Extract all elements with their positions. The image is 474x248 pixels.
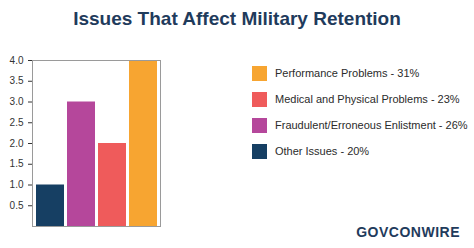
svg-text:2.5: 2.5 xyxy=(10,117,24,128)
html-text:GOVCONWIRE: GOVCONWIRE xyxy=(356,224,460,240)
svg-text:4.0: 4.0 xyxy=(10,55,24,66)
html-text:Performance Problems - 31%: Performance Problems - 31% xyxy=(275,67,420,79)
svg-text:1.5: 1.5 xyxy=(10,158,24,169)
html-text:Other Issues - 20%: Other Issues - 20% xyxy=(275,145,370,157)
svg-text:2.0: 2.0 xyxy=(10,138,24,149)
html-text:Issues That Affect Military Re: Issues That Affect Military Retention xyxy=(73,8,401,29)
svg-text:1.0: 1.0 xyxy=(10,179,24,190)
html-text:Fraudulent/Erroneous Enlistmen: Fraudulent/Erroneous Enlistment - 26% xyxy=(275,119,468,131)
svg-text:0.5: 0.5 xyxy=(10,200,24,211)
svg-text:3.5: 3.5 xyxy=(10,75,24,86)
html-text:Medical and Physical Problems: Medical and Physical Problems - 23% xyxy=(275,93,460,105)
svg-text:3.0: 3.0 xyxy=(10,96,24,107)
